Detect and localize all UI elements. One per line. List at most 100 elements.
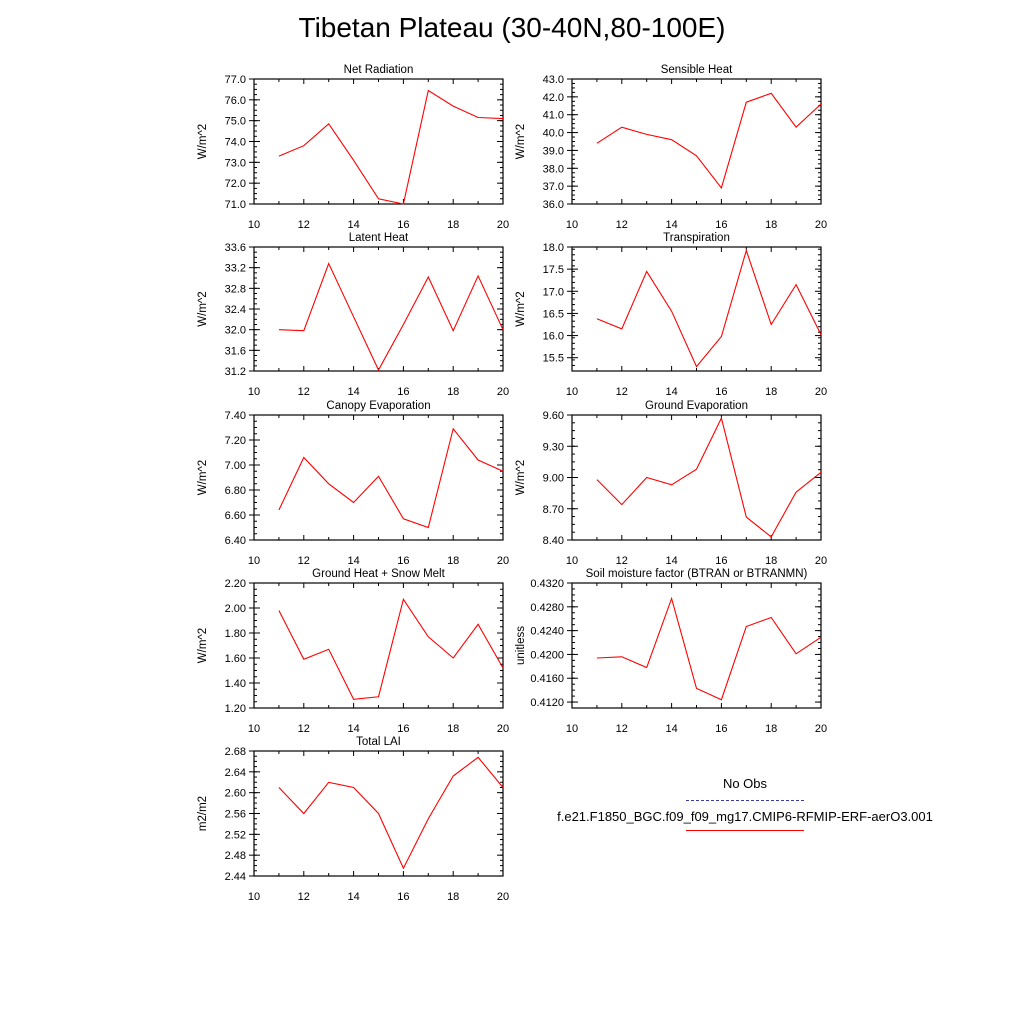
- chart-panel: 10 12 14 16 18 20 0.4120 0.4160 0.4200 0.4240 0.42…: [515, 568, 827, 735]
- x-tick-label: 18: [765, 723, 777, 735]
- x-tick-label: 20: [497, 555, 509, 567]
- y-tick-label: 2.44: [225, 871, 246, 883]
- chart-panel: 10 12 14 16 18 20 1.20 1.40 1.60 1.80 2.00 2.20 Grou…: [197, 568, 509, 735]
- x-tick-label: 10: [566, 386, 578, 398]
- x-tick-label: 12: [298, 555, 310, 567]
- y-tick-label: 32.0: [225, 325, 246, 337]
- series-line: [278, 756, 504, 870]
- y-axis-label: W/m^2: [197, 460, 209, 495]
- x-tick-label: 18: [765, 219, 777, 231]
- chart-panel: 10 12 14 16 18 20 6.40 6.60 6.80 7.00 7.20 7.40 Cano…: [197, 400, 509, 567]
- chart-title: Ground Evaporation: [645, 400, 748, 412]
- plot-frame: [253, 78, 504, 205]
- x-tick-label: 14: [347, 555, 359, 567]
- series-line: [596, 248, 822, 368]
- x-tick-label: 16: [715, 723, 727, 735]
- y-tick-label: 0.4320: [530, 578, 564, 590]
- x-tick-label: 12: [298, 386, 310, 398]
- x-tick-label: 14: [665, 555, 677, 567]
- legend-model-line: [686, 830, 804, 831]
- x-tick-label: 18: [447, 891, 459, 903]
- chart-title: Total LAI: [356, 736, 401, 748]
- plot-frame: [253, 582, 504, 709]
- x-tick-label: 18: [765, 555, 777, 567]
- y-tick-label: 17.5: [543, 264, 564, 276]
- legend-obs-label: No Obs: [722, 776, 768, 791]
- x-tick-label: 12: [298, 891, 310, 903]
- y-tick-label: 6.80: [225, 485, 246, 497]
- chart-title: Ground Heat + Snow Melt: [312, 568, 445, 580]
- y-tick-label: 18.0: [543, 242, 564, 254]
- series-line: [278, 427, 504, 529]
- x-tick-label: 10: [248, 219, 260, 231]
- chart-panel: 10 12 14 16 18 20 2.44 2.48 2.52 2.56 2.60 2.64 2.68…: [197, 736, 509, 903]
- x-tick-label: 16: [715, 219, 727, 231]
- y-tick-label: 2.64: [225, 767, 246, 779]
- y-tick-label: 9.30: [543, 441, 564, 453]
- y-tick-label: 1.20: [225, 703, 246, 715]
- chart-panel: 10 12 14 16 18 20 71.0 72.0 73.0 74.0 75.0 76.0 77.0…: [197, 64, 509, 231]
- x-tick-label: 14: [347, 386, 359, 398]
- x-tick-label: 12: [298, 723, 310, 735]
- y-axis-label: unitless: [515, 626, 527, 665]
- y-tick-label: 8.40: [543, 535, 564, 547]
- plot-frame: [571, 246, 822, 372]
- x-tick-label: 14: [665, 386, 677, 398]
- x-tick-label: 16: [397, 723, 409, 735]
- y-tick-label: 42.0: [543, 92, 564, 104]
- x-tick-label: 14: [347, 723, 359, 735]
- y-tick-label: 7.40: [225, 410, 246, 422]
- x-tick-label: 16: [715, 386, 727, 398]
- x-tick-label: 12: [616, 723, 628, 735]
- y-tick-label: 40.0: [543, 128, 564, 140]
- figure-title: Tibetan Plateau (30-40N,80-100E): [298, 12, 726, 43]
- y-tick-label: 2.68: [225, 746, 246, 758]
- y-tick-label: 1.60: [225, 653, 246, 665]
- chart-title: Transpiration: [663, 232, 730, 244]
- y-tick-label: 31.2: [225, 366, 246, 378]
- series-line: [596, 92, 822, 190]
- x-tick-label: 10: [566, 723, 578, 735]
- y-tick-label: 1.40: [225, 678, 246, 690]
- y-tick-label: 0.4240: [530, 626, 564, 638]
- chart-title: Net Radiation: [344, 64, 414, 76]
- plot-frame: [253, 414, 504, 541]
- y-tick-label: 2.52: [225, 829, 246, 841]
- series-line: [596, 416, 822, 538]
- y-tick-label: 2.56: [225, 809, 246, 821]
- y-tick-label: 0.4120: [530, 697, 564, 709]
- y-tick-label: 74.0: [225, 137, 246, 149]
- legend: No Obs f.e21.F1850_BGC.f09_f09_mg17.CMIP…: [530, 776, 960, 831]
- y-tick-label: 2.00: [225, 603, 246, 615]
- y-tick-label: 33.2: [225, 263, 246, 275]
- x-tick-label: 20: [497, 386, 509, 398]
- plot-frame: [571, 78, 822, 205]
- x-tick-label: 18: [447, 386, 459, 398]
- x-tick-label: 20: [497, 891, 509, 903]
- x-tick-label: 20: [815, 723, 827, 735]
- y-tick-label: 9.60: [543, 410, 564, 422]
- x-tick-label: 12: [616, 386, 628, 398]
- series-line: [596, 596, 822, 701]
- y-tick-label: 73.0: [225, 157, 246, 169]
- y-tick-label: 7.00: [225, 460, 246, 472]
- y-axis-label: W/m^2: [197, 124, 209, 159]
- y-axis-label: W/m^2: [515, 291, 527, 326]
- x-tick-label: 14: [665, 723, 677, 735]
- y-axis-label: m2/m2: [197, 796, 209, 831]
- y-tick-label: 8.70: [543, 504, 564, 516]
- y-tick-label: 6.40: [225, 535, 246, 547]
- y-tick-label: 32.8: [225, 283, 246, 295]
- plot-frame: [571, 582, 822, 709]
- y-tick-label: 1.80: [225, 628, 246, 640]
- y-tick-label: 7.20: [225, 435, 246, 447]
- y-tick-label: 39.0: [543, 145, 564, 157]
- x-tick-label: 20: [815, 386, 827, 398]
- y-tick-label: 9.00: [543, 473, 564, 485]
- chart-panel: 10 12 14 16 18 20 36.0 37.0 38.0 39.0 40.0 41.0 42.0…: [515, 64, 827, 231]
- y-tick-label: 15.5: [543, 353, 564, 365]
- series-line: [278, 89, 504, 205]
- x-tick-label: 12: [616, 555, 628, 567]
